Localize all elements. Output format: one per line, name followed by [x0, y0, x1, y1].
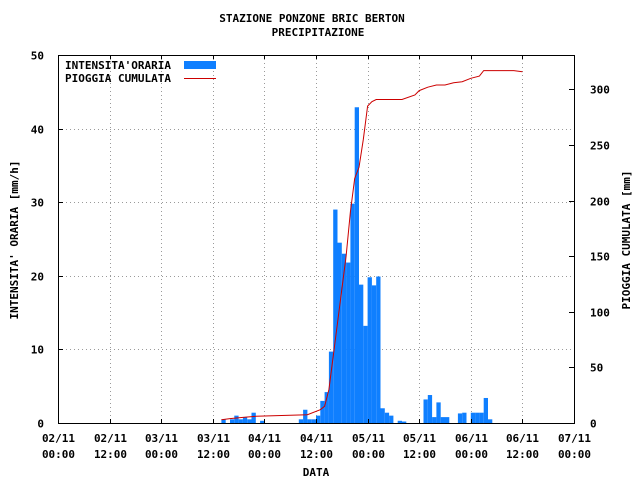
y-right-tick-label: 150	[590, 251, 610, 264]
intensity-bar	[479, 412, 484, 423]
intensity-bar	[470, 412, 476, 423]
x-axis-label: DATA	[303, 466, 330, 479]
intensity-bar	[384, 412, 390, 423]
intensity-bar	[316, 415, 321, 423]
intensity-bar	[333, 209, 338, 423]
x-tick-label-date: 06/11	[455, 432, 488, 445]
y-left-tick-label: 0	[37, 418, 44, 431]
intensity-bar	[260, 420, 265, 423]
y-right-tick-label: 50	[590, 362, 603, 375]
intensity-bar	[341, 253, 347, 423]
intensity-bar	[307, 419, 312, 423]
intensity-bar	[488, 419, 493, 423]
intensity-bar	[423, 399, 428, 423]
x-tick-label-date: 07/11	[558, 432, 591, 445]
intensity-bar	[445, 417, 450, 423]
intensity-bar	[376, 276, 381, 423]
intensity-bar	[440, 417, 445, 423]
intensity-bar	[354, 107, 359, 424]
x-tick-label-time: 00:00	[248, 448, 281, 461]
intensity-bar	[324, 392, 329, 423]
intensity-bar	[427, 395, 433, 423]
intensity-bar	[298, 419, 304, 423]
x-tick-label-time: 12:00	[94, 448, 127, 461]
intensity-bar	[363, 325, 368, 423]
cumulative-line	[221, 70, 523, 421]
intensity-bar	[238, 419, 243, 423]
y-right-tick-label: 250	[590, 140, 610, 153]
x-tick-label-time: 00:00	[352, 448, 385, 461]
x-tick-label-time: 12:00	[403, 448, 436, 461]
intensity-bar	[247, 419, 252, 423]
x-tick-label-date: 04/11	[300, 432, 333, 445]
intensity-bar	[221, 419, 226, 423]
x-tick-label-time: 00:00	[455, 448, 488, 461]
intensity-bar	[389, 415, 394, 423]
legend-swatch-intensity	[184, 61, 216, 69]
intensity-bar	[402, 421, 407, 423]
x-tick-label-date: 02/11	[94, 432, 127, 445]
y-right-tick-label: 100	[590, 307, 610, 320]
intensity-bar	[367, 277, 372, 423]
grid-lines	[58, 55, 574, 423]
intensity-bar	[432, 417, 437, 423]
y-axis-left-label: INTENSITA' ORARIA [mm/h]	[8, 161, 21, 320]
intensity-bar	[303, 409, 308, 423]
intensity-bar	[371, 285, 377, 423]
intensity-bar	[359, 284, 364, 423]
y-left-tick-label: 30	[31, 197, 44, 210]
cumulative-line-series	[221, 70, 523, 421]
intensity-bar	[230, 419, 235, 423]
x-tick-label-date: 03/11	[197, 432, 230, 445]
intensity-bar	[457, 413, 463, 423]
intensity-bar	[346, 262, 351, 423]
x-tick-label-time: 12:00	[506, 448, 539, 461]
x-tick-label-time: 00:00	[42, 448, 75, 461]
x-tick-label-time: 00:00	[558, 448, 591, 461]
intensity-bar	[436, 402, 441, 423]
x-tick-label-time: 12:00	[300, 448, 333, 461]
intensity-bar	[251, 412, 256, 423]
x-tick-label-time: 00:00	[145, 448, 178, 461]
intensity-bar	[350, 203, 355, 423]
y-right-tick-label: 300	[590, 84, 610, 97]
intensity-bar	[242, 417, 248, 423]
intensity-bar	[337, 242, 342, 423]
chart-title: STAZIONE PONZONE BRIC BERTON	[219, 12, 404, 25]
intensity-bar	[475, 412, 480, 423]
intensity-bar	[462, 412, 467, 423]
intensity-bar	[483, 397, 488, 423]
legend-label-cumulative: PIOGGIA CUMULATA	[65, 72, 171, 85]
x-tick-label-date: 05/11	[403, 432, 436, 445]
x-tick-label-time: 12:00	[197, 448, 230, 461]
y-left-tick-label: 40	[31, 124, 44, 137]
y-left-tick-label: 20	[31, 271, 44, 284]
tick-labels: 02/11 00:00 02/11 12:00 03/11 00:00 03/11 12:00…	[31, 50, 610, 462]
axis-ticks	[58, 55, 575, 424]
x-tick-label-date: 02/11	[42, 432, 75, 445]
intensity-bar	[397, 420, 402, 423]
y-axis-right-label: PIOGGIA CUMULATA [mm]	[620, 170, 633, 309]
intensity-bar	[234, 415, 239, 423]
y-right-tick-label: 200	[590, 196, 610, 209]
legend-label-intensity: INTENSITA'ORARIA	[65, 59, 171, 72]
y-right-tick-label: 0	[590, 418, 597, 431]
bar-series	[221, 107, 493, 424]
intensity-bar	[380, 408, 385, 423]
intensity-bar	[320, 400, 325, 423]
intensity-bar	[311, 419, 316, 423]
x-tick-label-date: 03/11	[145, 432, 178, 445]
y-left-tick-label: 50	[31, 50, 44, 63]
chart-subtitle: PRECIPITAZIONE	[272, 26, 365, 39]
y-left-tick-label: 10	[31, 344, 44, 357]
legend: INTENSITA'ORARIA PIOGGIA CUMULATA	[65, 59, 216, 85]
x-tick-label-date: 06/11	[506, 432, 539, 445]
x-tick-label-date: 04/11	[248, 432, 281, 445]
intensity-bar	[328, 351, 334, 423]
x-tick-label-date: 05/11	[352, 432, 385, 445]
